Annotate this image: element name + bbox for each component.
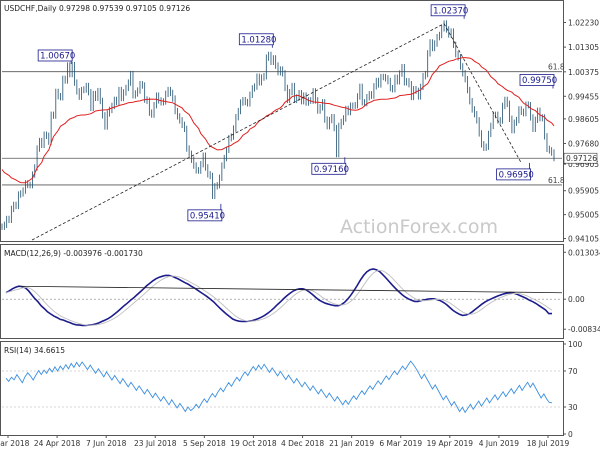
macd-signal-line [5, 269, 553, 326]
price-series-group [1, 20, 555, 241]
macd-group: 0.013034 0.00 -0.00834 [2, 248, 600, 334]
price-y-tick-label: 0.98605 [568, 115, 599, 124]
x-tick-label: 19 Oct 2018 [230, 439, 277, 448]
callout-label: 1.02370 [433, 6, 468, 16]
x-tick-label: 6 Mar 2019 [379, 439, 422, 448]
fib-level-label: 61.8 [548, 63, 565, 72]
price-y-tick-label: 1.00375 [568, 68, 599, 77]
sma55-line [1, 57, 555, 184]
price-reference-lines: 61.8 61.8 [2, 63, 565, 186]
price-y-tick-label: 0.94105 [568, 235, 599, 244]
x-tick-label: 5 Sep 2018 [183, 439, 226, 448]
x-tick-label: 9 Mar 2018 [0, 439, 30, 448]
callout-label: 0.99750 [522, 76, 557, 86]
price-y-tick-label: 1.02230 [568, 19, 599, 28]
trendline-up [31, 23, 445, 241]
macd-y-tick-label: -0.00834 [568, 325, 600, 334]
callout-box [238, 33, 274, 46]
callout-label: 1.01280 [241, 35, 276, 45]
last-price-box [563, 152, 598, 164]
rsi-group: 100 70 30 0 [2, 340, 583, 439]
rsi-y-tick-label: 100 [568, 340, 583, 349]
price-y-tick-label: 0.97680 [568, 139, 599, 148]
callout-label: 0.96950 [499, 170, 534, 180]
macd-panel-frame [0, 244, 564, 339]
rsi-panel-frame [0, 341, 564, 436]
macd-header: MACD(12,26,9) -0.003976 -0.001730 [4, 249, 143, 258]
callout-box [311, 162, 347, 175]
watermark: ActionForex.com [340, 216, 498, 238]
macd-y-tick-label: 0.00 [568, 295, 585, 304]
x-tick-label: 7 Jun 2018 [86, 439, 127, 448]
rsi-line [5, 360, 553, 414]
rsi-y-tick-label: 0 [568, 430, 573, 439]
x-tick-label: 18 Jul 2019 [527, 439, 570, 448]
price-header: USDCHF,Daily 0.97298 0.97539 0.97105 0.9… [4, 4, 190, 13]
price-y-axis: 1.02230 1.01305 1.00375 0.99455 0.98605 0.976… [563, 19, 599, 244]
callout-box [187, 209, 223, 222]
rsi-header: RSI(14) 34.6615 [4, 346, 65, 355]
price-y-tick-label: 0.95905 [568, 187, 599, 196]
price-y-tick-label: 0.95005 [568, 211, 599, 220]
callout-box [496, 168, 532, 181]
x-tick-label: 23 Jul 2018 [134, 439, 177, 448]
callout-label: 0.97160 [314, 165, 349, 175]
price-y-tick-label: 0.99455 [568, 92, 599, 101]
x-tick-label: 24 Apr 2018 [34, 439, 81, 448]
x-axis: 9 Mar 2018 24 Apr 2018 7 Jun 2018 23 Jul 20… [0, 435, 569, 448]
rsi-y-tick-label: 30 [568, 403, 578, 412]
x-tick-label: 4 Dec 2018 [281, 439, 324, 448]
trendline-down [443, 23, 522, 164]
x-tick-label: 21 Jan 2019 [329, 439, 374, 448]
callout-box [37, 49, 73, 62]
macd-trendline [18, 285, 563, 294]
rsi-y-tick-label: 70 [568, 367, 578, 376]
price-panel-frame [0, 0, 564, 242]
x-tick-label: 4 Jun 2019 [479, 439, 520, 448]
macd-y-tick-label: 0.013034 [568, 248, 600, 257]
callout-label: 1.00670 [40, 51, 75, 61]
last-price-label: 0.97126 [566, 154, 597, 163]
price-y-tick-label: 1.01305 [568, 43, 599, 52]
price-y-tick-label: 0.96905 [568, 160, 599, 169]
callout-label: 0.95410 [190, 211, 225, 221]
macd-line [5, 268, 552, 327]
callout-box [519, 74, 555, 86]
x-tick-label: 19 Apr 2019 [427, 439, 474, 448]
fib-level-label: 61.8 [548, 176, 565, 185]
callout-box [430, 4, 466, 17]
price-callouts: 1.00670 1.01280 1.02370 0.99750 0.97160 0.969… [37, 4, 557, 222]
